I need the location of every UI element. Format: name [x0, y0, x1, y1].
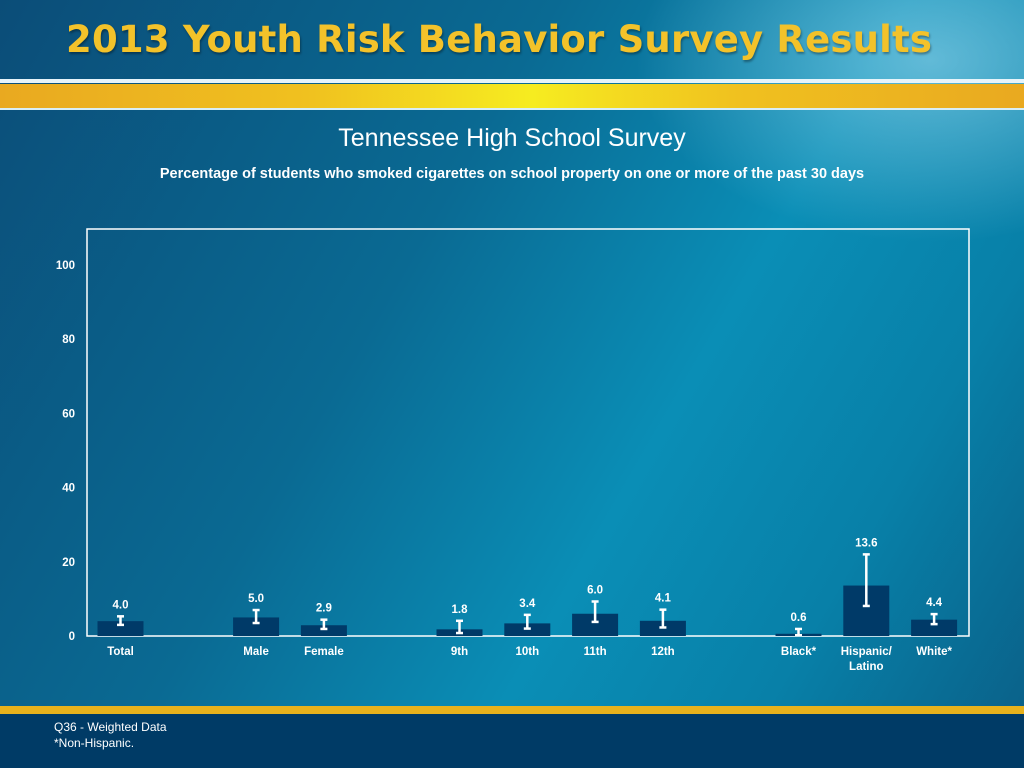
x-tick-label: 10th [515, 646, 539, 658]
gold-banner [0, 84, 1024, 108]
value-label: 4.1 [655, 593, 672, 605]
value-label: 6.0 [587, 584, 603, 596]
x-tick-label: Black* [781, 646, 817, 658]
y-tick-label: 80 [62, 334, 75, 346]
y-tick-label: 0 [69, 631, 75, 643]
error-bar [795, 627, 802, 637]
plot-frame [86, 228, 970, 637]
error-bar [930, 612, 938, 626]
footer-gold-stripe [0, 706, 1024, 714]
x-tick-label: 12th [651, 646, 675, 658]
bar [300, 625, 347, 636]
x-tick-label: 11th [584, 646, 607, 658]
x-tick-label: 9th [451, 646, 468, 658]
value-label: 13.6 [855, 537, 877, 549]
header-divider [0, 79, 1024, 83]
slide-title: 2013 Youth Risk Behavior Survey Results [66, 18, 933, 61]
footnote-weighted-data: Q36 - Weighted Data [54, 720, 167, 734]
error-bars-group [117, 553, 938, 637]
chart-subtitle: Percentage of students who smoked cigare… [159, 166, 865, 182]
error-bar [659, 608, 667, 629]
value-label: 5.0 [248, 593, 264, 605]
error-bar [320, 618, 328, 631]
y-tick-label: 40 [62, 483, 75, 495]
error-bar [456, 619, 463, 635]
bar [911, 619, 958, 636]
error-bar [862, 553, 870, 608]
chart-title: Tennessee High School Survey [338, 124, 686, 152]
value-label: 4.4 [926, 597, 943, 609]
error-bar [523, 613, 531, 630]
x-tick-label: Female [304, 646, 344, 658]
x-tick-label: White* [916, 646, 952, 658]
value-label: 2.9 [316, 603, 332, 615]
error-bar [252, 608, 260, 625]
y-tick-label: 60 [62, 408, 75, 420]
footer: Q36 - Weighted Data *Non-Hispanic. [0, 714, 1024, 768]
y-tick-label: 20 [62, 557, 75, 569]
x-axis: Total Male Female 9th 10th 11th 12th Black* Hisp… [107, 646, 952, 673]
x-tick-label: Male [243, 646, 269, 658]
value-label: 4.0 [113, 599, 129, 611]
y-axis: 0 20 40 60 80 100 [56, 260, 75, 643]
bar [97, 621, 144, 636]
error-bar [117, 615, 124, 627]
x-tick-label: Total [107, 646, 134, 658]
error-bar [591, 600, 599, 624]
bar [572, 613, 619, 636]
y-tick-label: 100 [56, 260, 75, 272]
bar [233, 617, 280, 636]
value-labels-group: 4.0 5.0 2.9 1.8 3.4 6.0 4.1 0.6 13.6 4.4 [113, 537, 943, 624]
x-tick-label: Hispanic/Latino [841, 646, 893, 673]
header-divider-lower [0, 108, 1024, 110]
footnote-non-hispanic: *Non-Hispanic. [54, 736, 135, 750]
value-label: 3.4 [519, 598, 536, 610]
value-label: 0.6 [791, 612, 807, 624]
value-label: 1.8 [452, 604, 469, 616]
